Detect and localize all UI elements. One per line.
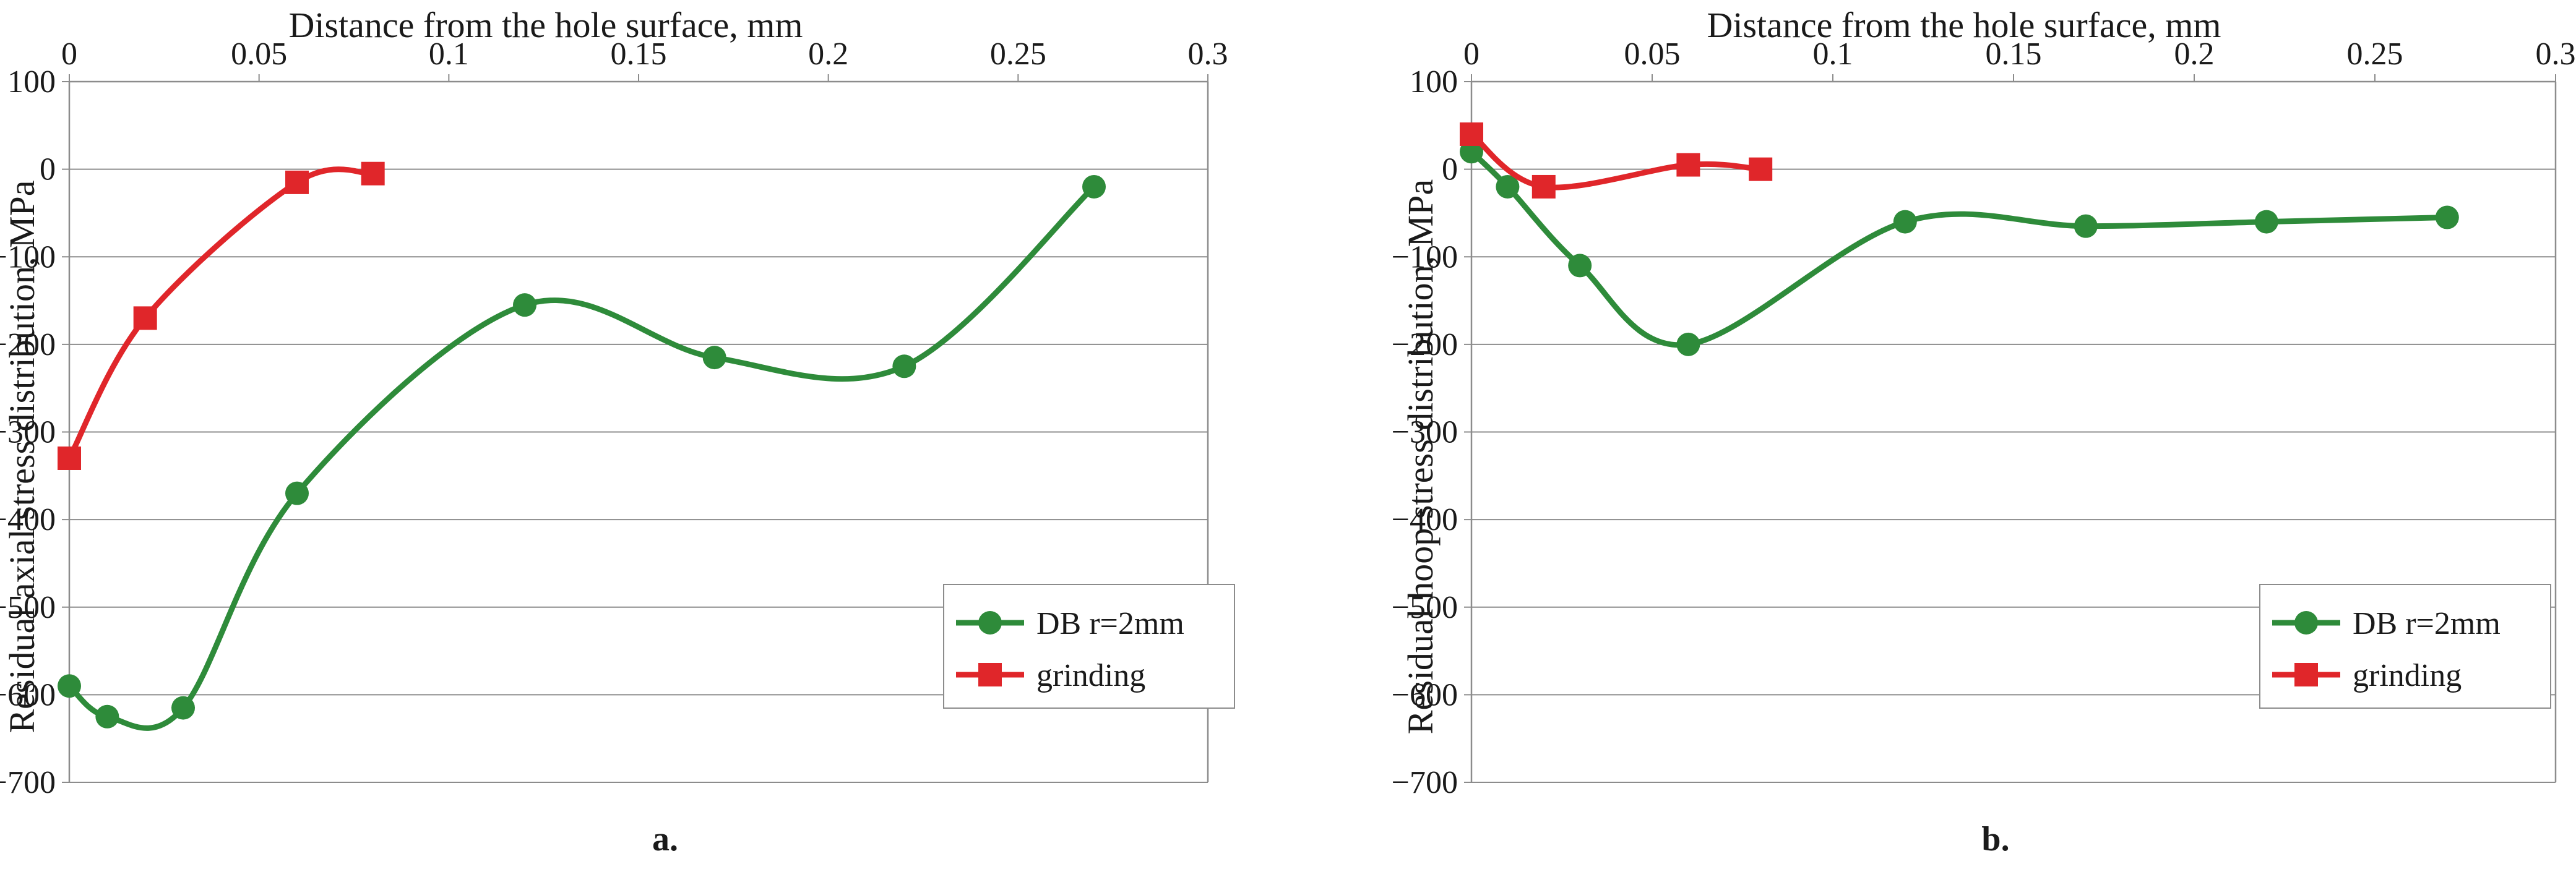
x-tick-label: 0.25: [990, 36, 1046, 72]
panel-label: b.: [1981, 820, 2009, 858]
x-tick-label: 0.3: [2536, 36, 2576, 72]
y-tick-label: −200: [1392, 327, 1458, 362]
y-tick-label: −300: [0, 415, 56, 450]
chart-panel-b: Distance from the hole surface, mm Resid…: [1392, 5, 2576, 858]
y-tick-label: 0: [1442, 152, 1458, 187]
data-point-db: [95, 704, 119, 729]
y-tick-label: −700: [1392, 765, 1458, 800]
data-point-db: [2074, 214, 2098, 238]
data-point-db: [1496, 174, 1520, 199]
legend-swatch-marker: [2294, 663, 2318, 686]
x-tick-label: 0.25: [2347, 36, 2403, 72]
x-tick-label: 0.05: [231, 36, 287, 72]
y-tick-label: −100: [1392, 239, 1458, 275]
x-axis-title: Distance from the hole surface, mm: [1707, 5, 2221, 45]
x-tick-label: 0.1: [1813, 36, 1853, 72]
data-point-grinding: [1676, 153, 1700, 177]
data-point-db: [892, 354, 916, 378]
series-line-grinding: [66, 166, 376, 461]
legend-swatch-marker: [2294, 611, 2318, 635]
legend-label-db: DB r=2mm: [2353, 606, 2501, 641]
data-point-db: [2254, 210, 2278, 234]
y-tick-label: 0: [40, 152, 56, 187]
data-point-grinding: [1531, 174, 1556, 199]
data-point-db: [702, 346, 726, 370]
x-tick-label: 0.05: [1624, 36, 1681, 72]
y-tick-label: −500: [0, 590, 56, 625]
series-line-grinding: [1468, 131, 1764, 190]
data-point-db: [1676, 332, 1700, 356]
panel-label: a.: [652, 820, 678, 858]
y-tick-label: −600: [1392, 677, 1458, 712]
series-line-db: [66, 184, 1097, 731]
legend-label-db: DB r=2mm: [1036, 606, 1184, 641]
data-point-db: [513, 293, 536, 317]
y-tick-label: −500: [1392, 590, 1458, 625]
data-point-db: [2435, 205, 2459, 229]
x-tick-label: 0: [1463, 36, 1480, 72]
x-tick-label: 0.1: [429, 36, 469, 72]
data-point-grinding: [285, 170, 309, 194]
x-axis-title: Distance from the hole surface, mm: [288, 5, 803, 45]
data-point-grinding: [133, 306, 157, 330]
x-tick-label: 0: [61, 36, 77, 72]
y-tick-label: −100: [0, 239, 56, 275]
data-point-db: [1893, 210, 1917, 234]
data-point-grinding: [1749, 157, 1773, 181]
legend-label-grinding: grinding: [2353, 658, 2462, 693]
data-point-db: [285, 481, 309, 505]
data-point-grinding: [1460, 122, 1483, 146]
data-point-db: [58, 674, 81, 698]
legend-swatch-marker: [978, 663, 1002, 686]
legend-box: [943, 584, 1235, 709]
x-tick-label: 0.15: [1986, 36, 2042, 72]
y-axis-title: Residual hoop stress distribution, MPa: [1400, 179, 1441, 734]
data-point-grinding: [58, 446, 81, 470]
data-point-db: [1082, 174, 1106, 199]
legend-box: [2259, 584, 2551, 709]
chart-panel-a: Distance from the hole surface, mm Resid…: [0, 5, 1235, 858]
y-tick-label: −200: [0, 327, 56, 362]
y-tick-label: 100: [1410, 64, 1458, 100]
x-tick-label: 0.3: [1188, 36, 1228, 72]
y-axis-title: Residual axial stress distribution, MPa: [2, 180, 42, 733]
y-tick-label: −300: [1392, 415, 1458, 450]
legend-label-grinding: grinding: [1036, 658, 1145, 693]
data-point-db: [1568, 254, 1592, 278]
y-tick-label: −700: [0, 765, 56, 800]
x-tick-label: 0.2: [808, 36, 848, 72]
y-tick-label: −400: [0, 502, 56, 537]
data-point-db: [171, 696, 195, 720]
y-tick-label: −400: [1392, 502, 1458, 537]
legend-swatch-marker: [978, 611, 1002, 635]
y-tick-label: 100: [7, 64, 56, 100]
x-tick-label: 0.2: [2174, 36, 2215, 72]
x-tick-label: 0.15: [611, 36, 667, 72]
data-point-grinding: [361, 161, 385, 186]
y-tick-label: −600: [0, 677, 56, 712]
